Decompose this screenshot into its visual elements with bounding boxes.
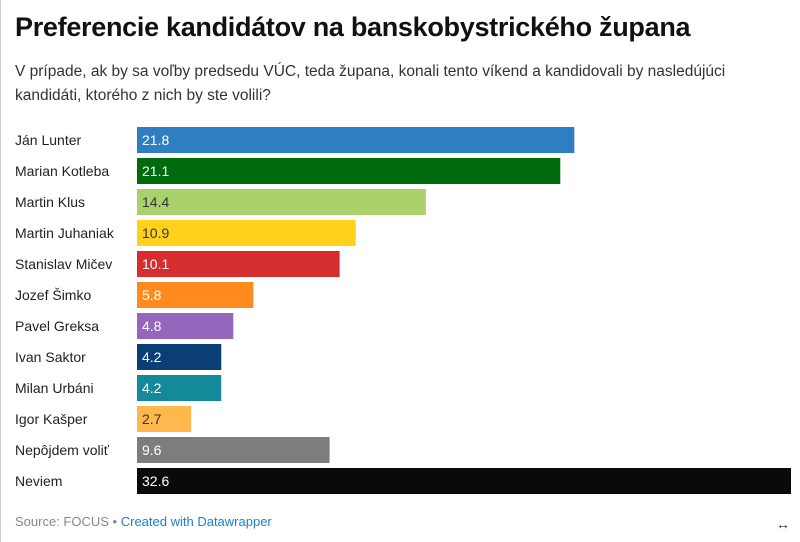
- bar: [137, 189, 426, 215]
- chart-title: Preferencie kandidátov na banskobystrick…: [15, 12, 691, 42]
- bar: [137, 158, 561, 184]
- separator: •: [112, 514, 118, 529]
- bar: [137, 313, 234, 339]
- resize-arrows-icon[interactable]: ↔: [776, 516, 790, 532]
- bar: [137, 406, 192, 432]
- category-label: Jozef Šimko: [15, 287, 91, 303]
- category-label: Marian Kotleba: [15, 163, 109, 179]
- value-label: 5.8: [142, 287, 162, 303]
- value-label: 10.9: [142, 225, 169, 241]
- category-label: Ivan Saktor: [15, 349, 86, 365]
- value-label: 2.7: [142, 411, 162, 427]
- value-label: 4.2: [142, 380, 162, 396]
- chart-subtitle: V prípade, ak by sa voľby predsedu VÚC, …: [15, 63, 726, 104]
- value-label: 21.8: [142, 132, 169, 148]
- bar: [137, 127, 575, 153]
- bar-chart: Ján Lunter 21.8 Marian Kotleba 21.1 Martin K…: [15, 127, 791, 494]
- category-label: Stanislav Mičev: [15, 256, 112, 272]
- value-label: 4.8: [142, 318, 162, 334]
- category-label: Martin Juhaniak: [15, 225, 115, 241]
- value-label: 14.4: [142, 194, 169, 210]
- category-label: Neviem: [15, 473, 62, 489]
- category-label: Martin Klus: [15, 194, 85, 210]
- footer: Source: FOCUS • Created with Datawrapper: [15, 514, 272, 529]
- source-text: Source: FOCUS: [15, 514, 109, 529]
- value-label: 21.1: [142, 163, 169, 179]
- bar: [137, 220, 356, 246]
- category-label: Milan Urbáni: [15, 380, 94, 396]
- category-label: Ján Lunter: [15, 132, 81, 148]
- datawrapper-link[interactable]: Created with Datawrapper: [120, 514, 272, 529]
- value-label: 10.1: [142, 256, 169, 272]
- value-label: 4.2: [142, 349, 162, 365]
- category-label: Igor Kašper: [15, 411, 88, 427]
- category-label: Nepôjdem voliť: [15, 442, 110, 458]
- bar: [137, 437, 330, 463]
- value-label: 9.6: [142, 442, 162, 458]
- bar: [137, 282, 254, 308]
- bar: [137, 375, 222, 401]
- bar: [137, 251, 340, 277]
- bar: [137, 344, 222, 370]
- bar: [137, 468, 791, 494]
- category-label: Pavel Greksa: [15, 318, 99, 334]
- value-label: 32.6: [142, 473, 169, 489]
